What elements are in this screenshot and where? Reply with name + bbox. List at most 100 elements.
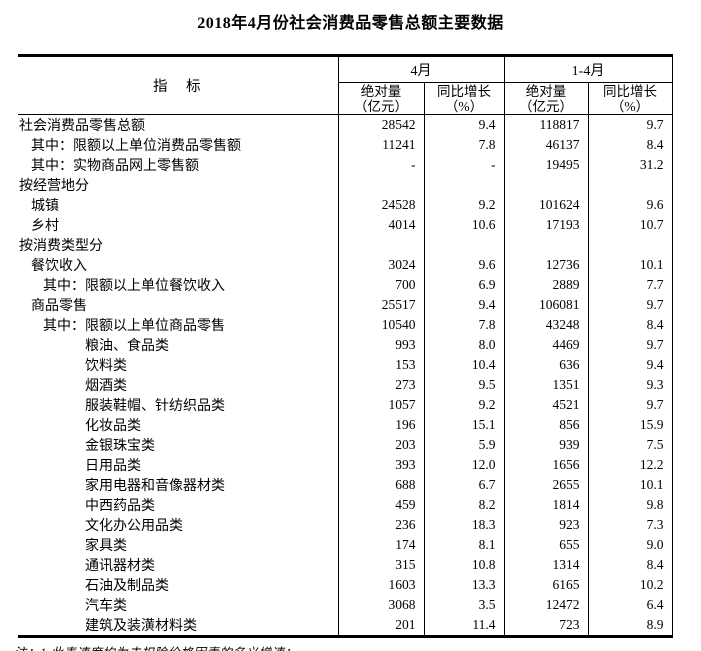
indicator-cell: 烟酒类 — [85, 379, 127, 394]
cum-absolute-cell: 101624 — [503, 195, 588, 215]
apr-absolute-cell: 24528 — [337, 195, 424, 215]
cum-growth-cell — [587, 235, 673, 255]
apr-growth-cell: 12.0 — [423, 455, 504, 475]
apr-absolute-cell: 196 — [337, 415, 424, 435]
indicator-cell: 化妆品类 — [85, 419, 141, 434]
header-line: （%） — [444, 98, 484, 114]
apr-absolute-cell: 4014 — [337, 215, 424, 235]
table-row: 建筑及装潢材料类 201 11.4 723 8.9 — [18, 615, 673, 637]
apr-absolute-cell: 153 — [337, 355, 424, 375]
header-line: （亿元） — [519, 98, 573, 114]
table-row: 饮料类 153 10.4 636 9.4 — [18, 355, 673, 375]
apr-growth-cell: 9.2 — [423, 395, 504, 415]
cum-absolute-cell: 723 — [503, 615, 588, 637]
cum-growth-cell: 15.9 — [587, 415, 673, 435]
indicator-cell: 石油及制品类 — [85, 579, 169, 594]
indicator-cell: 通讯器材类 — [85, 559, 155, 574]
apr-absolute-cell: 315 — [337, 555, 424, 575]
apr-absolute-cell: 393 — [337, 455, 424, 475]
cum-growth-cell: 8.4 — [587, 135, 673, 155]
cum-growth-cell: 12.2 — [587, 455, 673, 475]
table-row: 烟酒类 273 9.5 1351 9.3 — [18, 375, 673, 395]
cum-absolute-cell: 17193 — [503, 215, 588, 235]
cum-growth-cell: 9.6 — [587, 195, 673, 215]
cum-absolute-cell: 2655 — [503, 475, 588, 495]
apr-absolute-cell: 25517 — [337, 295, 424, 315]
cum-absolute-cell: 118817 — [503, 114, 588, 135]
header-sub-row: 绝对量 （亿元） 同比增长 （%） 绝对量 （亿元） 同比增长 （%） — [18, 82, 673, 115]
table-row: 通讯器材类 315 10.8 1314 8.4 — [18, 555, 673, 575]
table-row: 其中：限额以上单位商品零售 10540 7.8 43248 8.4 — [18, 315, 673, 335]
cum-absolute-cell: 939 — [503, 435, 588, 455]
table-row: 社会消费品零售总额 28542 9.4 118817 9.7 — [18, 114, 673, 135]
indicator-cell: 其中：限额以上单位商品零售 — [43, 319, 225, 334]
apr-growth-cell: 11.4 — [423, 615, 504, 637]
footnotes: 注：1.此表速度均为未扣除价格因素的名义增速； 2.此表中部分数据因四舍五入的原… — [14, 643, 701, 651]
table-row: 按消费类型分 — [18, 235, 673, 255]
page-title: 2018年4月份社会消费品零售总额主要数据 — [197, 15, 504, 32]
cum-absolute-cell: 856 — [503, 415, 588, 435]
apr-growth-cell: 10.6 — [423, 215, 504, 235]
indicator-cell: 中西药品类 — [85, 499, 155, 514]
indicator-cell: 乡村 — [31, 219, 59, 234]
apr-growth-cell — [423, 235, 504, 255]
table-row: 其中：实物商品网上零售额 - -19495 31.2 — [18, 155, 673, 175]
apr-growth-cell: 18.3 — [423, 515, 504, 535]
header-line: （%） — [610, 98, 650, 114]
apr-absolute-cell: 993 — [337, 335, 424, 355]
table-row: 按经营地分 — [18, 175, 673, 195]
indicator-cell: 家具类 — [85, 539, 127, 554]
table-row: 石油及制品类 1603 13.3 6165 10.2 — [18, 575, 673, 595]
table-row: 中西药品类 459 8.2 1814 9.8 — [18, 495, 673, 515]
apr-absolute-cell: 203 — [337, 435, 424, 455]
apr-growth-cell: - — [423, 155, 504, 175]
cum-absolute-cell: 6165 — [503, 575, 588, 595]
apr-absolute-cell: 3024 — [337, 255, 424, 275]
apr-absolute-cell: 3068 — [337, 595, 424, 615]
apr-growth-cell — [423, 175, 504, 195]
apr-growth-cell: 9.6 — [423, 255, 504, 275]
apr-absolute-cell: - — [337, 155, 424, 175]
apr-growth-cell: 10.8 — [423, 555, 504, 575]
indicator-cell: 城镇 — [31, 199, 59, 214]
cum-absolute-cell: 1314 — [503, 555, 588, 575]
apr-absolute-cell: 28542 — [337, 114, 424, 135]
table-row: 商品零售 25517 9.4 106081 9.7 — [18, 295, 673, 315]
cum-growth-cell: 9.7 — [587, 114, 673, 135]
apr-growth-cell: 10.4 — [423, 355, 504, 375]
april-absolute-header: 绝对量 （亿元） — [337, 82, 424, 115]
apr-growth-cell: 9.5 — [423, 375, 504, 395]
indicator-cell: 按经营地分 — [19, 179, 89, 194]
indicator-cell: 家用电器和音像器材类 — [85, 479, 225, 494]
apr-growth-cell: 7.8 — [423, 315, 504, 335]
header-line: （亿元） — [354, 98, 408, 114]
cum-absolute-cell: 4469 — [503, 335, 588, 355]
indicator-cell: 社会消费品零售总额 — [19, 119, 145, 134]
indicator-cell: 饮料类 — [85, 359, 127, 374]
apr-absolute-cell — [337, 235, 424, 255]
cum-growth-cell: 7.7 — [587, 275, 673, 295]
retail-data-table: 指 标 4月 1-4月 绝对量 （亿元） 同比增长 （%） 绝对量 （亿元） — [18, 54, 673, 638]
footnote-line: 注：1.此表速度均为未扣除价格因素的名义增速； — [14, 643, 701, 651]
cum-growth-cell: 10.7 — [587, 215, 673, 235]
april-growth-header: 同比增长 （%） — [423, 82, 504, 115]
indicator-cell: 按消费类型分 — [19, 239, 103, 254]
cum-growth-cell: 6.4 — [587, 595, 673, 615]
cum-absolute-cell: 19495 — [503, 155, 588, 175]
cum-absolute-cell: 923 — [503, 515, 588, 535]
apr-growth-cell: 13.3 — [423, 575, 504, 595]
apr-absolute-cell: 11241 — [337, 135, 424, 155]
indicator-cell: 建筑及装潢材料类 — [85, 619, 197, 634]
cum-growth-cell: 9.7 — [587, 395, 673, 415]
indicator-cell: 金银珠宝类 — [85, 439, 155, 454]
table-row: 汽车类 3068 3.5 12472 6.4 — [18, 595, 673, 615]
table-row: 家用电器和音像器材类 688 6.7 2655 10.1 — [18, 475, 673, 495]
cum-absolute-cell — [503, 175, 588, 195]
apr-growth-cell: 9.4 — [423, 114, 504, 135]
header-line: 同比增长 — [603, 83, 657, 99]
apr-growth-cell: 3.5 — [423, 595, 504, 615]
cum-growth-cell: 9.7 — [587, 295, 673, 315]
cum-growth-cell: 9.0 — [587, 535, 673, 555]
cum-growth-cell: 8.4 — [587, 315, 673, 335]
